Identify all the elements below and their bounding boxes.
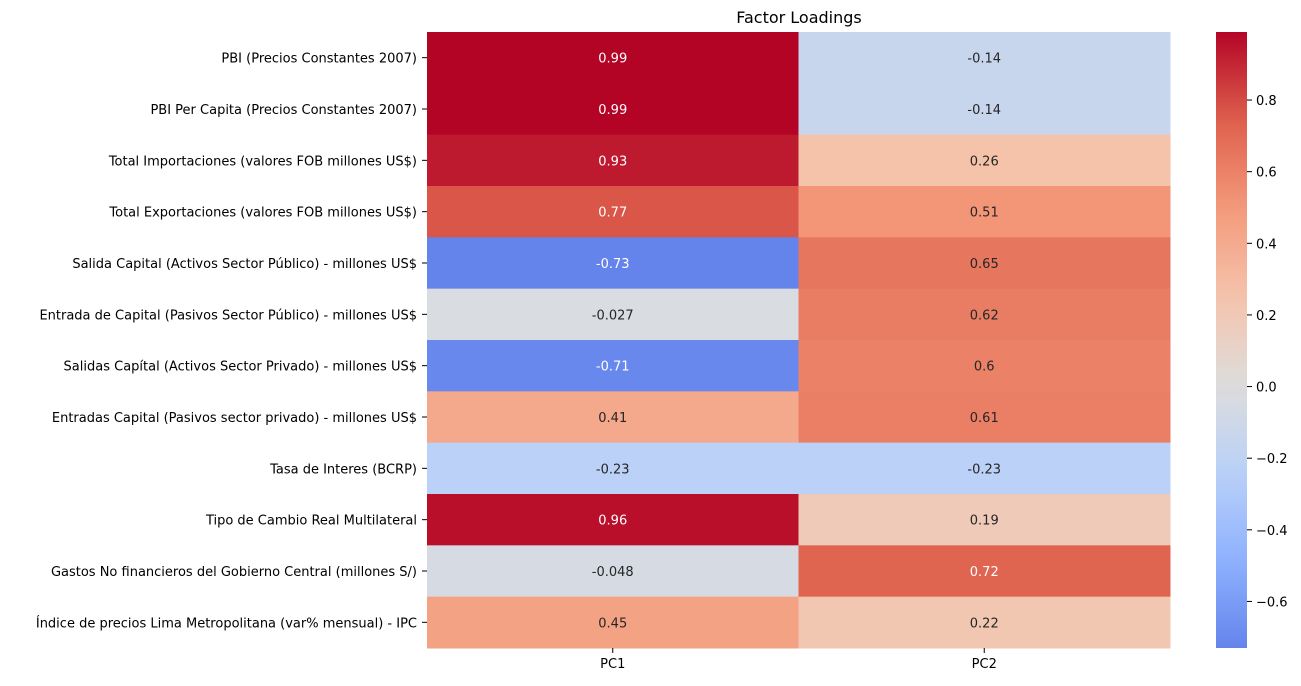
row-label: Salidas Capítal (Activos Sector Privado)… <box>64 360 417 375</box>
heatmap-cell <box>427 134 799 187</box>
cell-annotation: 0.61 <box>970 411 999 426</box>
cell-annotation: -0.14 <box>967 103 1001 118</box>
cell-annotation: 0.99 <box>598 103 627 118</box>
colorbar-tick-label: −0.6 <box>1256 595 1288 610</box>
colorbar-tick-label: 0.6 <box>1256 166 1277 181</box>
heatmap-cell <box>798 32 1171 84</box>
cell-annotation: -0.71 <box>596 360 630 375</box>
colorbar-tick-label: −0.2 <box>1256 452 1288 467</box>
heatmap-cell <box>427 83 799 136</box>
heatmap-cell <box>427 237 799 290</box>
row-label: Tasa de Interes (BCRP) <box>269 462 417 477</box>
row-label: Salida Capital (Activos Sector Público) … <box>72 257 417 272</box>
heatmap-cell <box>427 186 799 238</box>
row-label: Entrada de Capital (Pasivos Sector Públi… <box>39 308 417 323</box>
cell-annotation: 0.26 <box>970 154 999 169</box>
cell-annotation: 0.45 <box>598 616 627 631</box>
heatmap-cell <box>427 288 799 341</box>
row-label: PBI Per Capita (Precios Constantes 2007) <box>150 103 417 118</box>
heatmap-cell <box>798 186 1171 238</box>
heatmap-cell <box>798 596 1171 649</box>
heatmap-cell <box>798 545 1171 598</box>
cell-annotation: -0.73 <box>596 257 630 272</box>
heatmap-cell <box>427 391 799 444</box>
heatmap-cell <box>798 288 1171 341</box>
heatmap-cell <box>798 83 1171 136</box>
column-labels: PC1 PC2 <box>600 648 997 672</box>
cell-annotation: 0.51 <box>970 206 999 221</box>
row-label: Total Exportaciones (valores FOB millone… <box>108 206 417 221</box>
row-label: Índice de precios Lima Metropolitana (va… <box>36 615 417 631</box>
colorbar-tick-label: 0.2 <box>1256 309 1277 324</box>
cell-annotation: 0.6 <box>974 360 995 375</box>
row-label: Total Importaciones (valores FOB millone… <box>108 154 417 169</box>
heatmap-cells: 0.99 -0.14 0.99 -0.14 0.93 0.26 0.77 0.51 -0.73 0… <box>427 32 1171 649</box>
cell-annotation: 0.72 <box>970 565 999 580</box>
colorbar: 0.8 0.6 0.4 0.2 0.0 −0.2 −0.4 −0.6 <box>1216 32 1288 648</box>
row-label: Entradas Capital (Pasivos sector privado… <box>52 411 417 426</box>
cell-annotation: -0.048 <box>592 565 634 580</box>
column-label: PC1 <box>600 657 625 672</box>
cell-annotation: 0.41 <box>598 411 627 426</box>
row-label: PBI (Precios Constantes 2007) <box>221 52 417 67</box>
heatmap-cell <box>427 494 799 546</box>
cell-annotation: 0.93 <box>598 154 627 169</box>
cell-annotation: 0.77 <box>598 206 627 221</box>
cell-annotation: -0.027 <box>592 308 634 323</box>
cell-annotation: 0.22 <box>970 616 999 631</box>
heatmap-cell <box>798 237 1171 290</box>
row-labels: PBI (Precios Constantes 2007) PBI Per Cap… <box>36 52 427 631</box>
heatmap-cell <box>427 442 799 495</box>
row-label: Gastos No financieros del Gobierno Centr… <box>51 565 417 580</box>
cell-annotation: -0.14 <box>967 52 1001 67</box>
cell-annotation: 0.62 <box>970 308 999 323</box>
colorbar-tick-label: −0.4 <box>1256 524 1288 539</box>
heatmap-cell <box>427 596 799 649</box>
heatmap-cell <box>798 494 1171 546</box>
colorbar-tick-label: 0.4 <box>1256 237 1277 252</box>
heatmap-cell <box>427 32 799 84</box>
colorbar-tick-label: 0.0 <box>1256 381 1277 396</box>
colorbar-tick-label: 0.8 <box>1256 94 1277 109</box>
cell-annotation: -0.23 <box>596 462 630 477</box>
heatmap-cell <box>427 545 799 598</box>
colorbar-gradient <box>1216 32 1247 648</box>
column-label: PC2 <box>972 657 997 672</box>
heatmap-cell <box>798 340 1171 392</box>
heatmap-cell <box>798 391 1171 444</box>
row-label: Tipo de Cambio Real Multilateral <box>205 514 417 529</box>
heatmap-cell <box>798 442 1171 495</box>
cell-annotation: -0.23 <box>967 462 1001 477</box>
cell-annotation: 0.99 <box>598 52 627 67</box>
chart-title: Factor Loadings <box>736 8 862 27</box>
heatmap-cell <box>427 340 799 392</box>
cell-annotation: 0.96 <box>598 514 627 529</box>
cell-annotation: 0.19 <box>970 514 999 529</box>
heatmap-cell <box>798 134 1171 187</box>
cell-annotation: 0.65 <box>970 257 999 272</box>
